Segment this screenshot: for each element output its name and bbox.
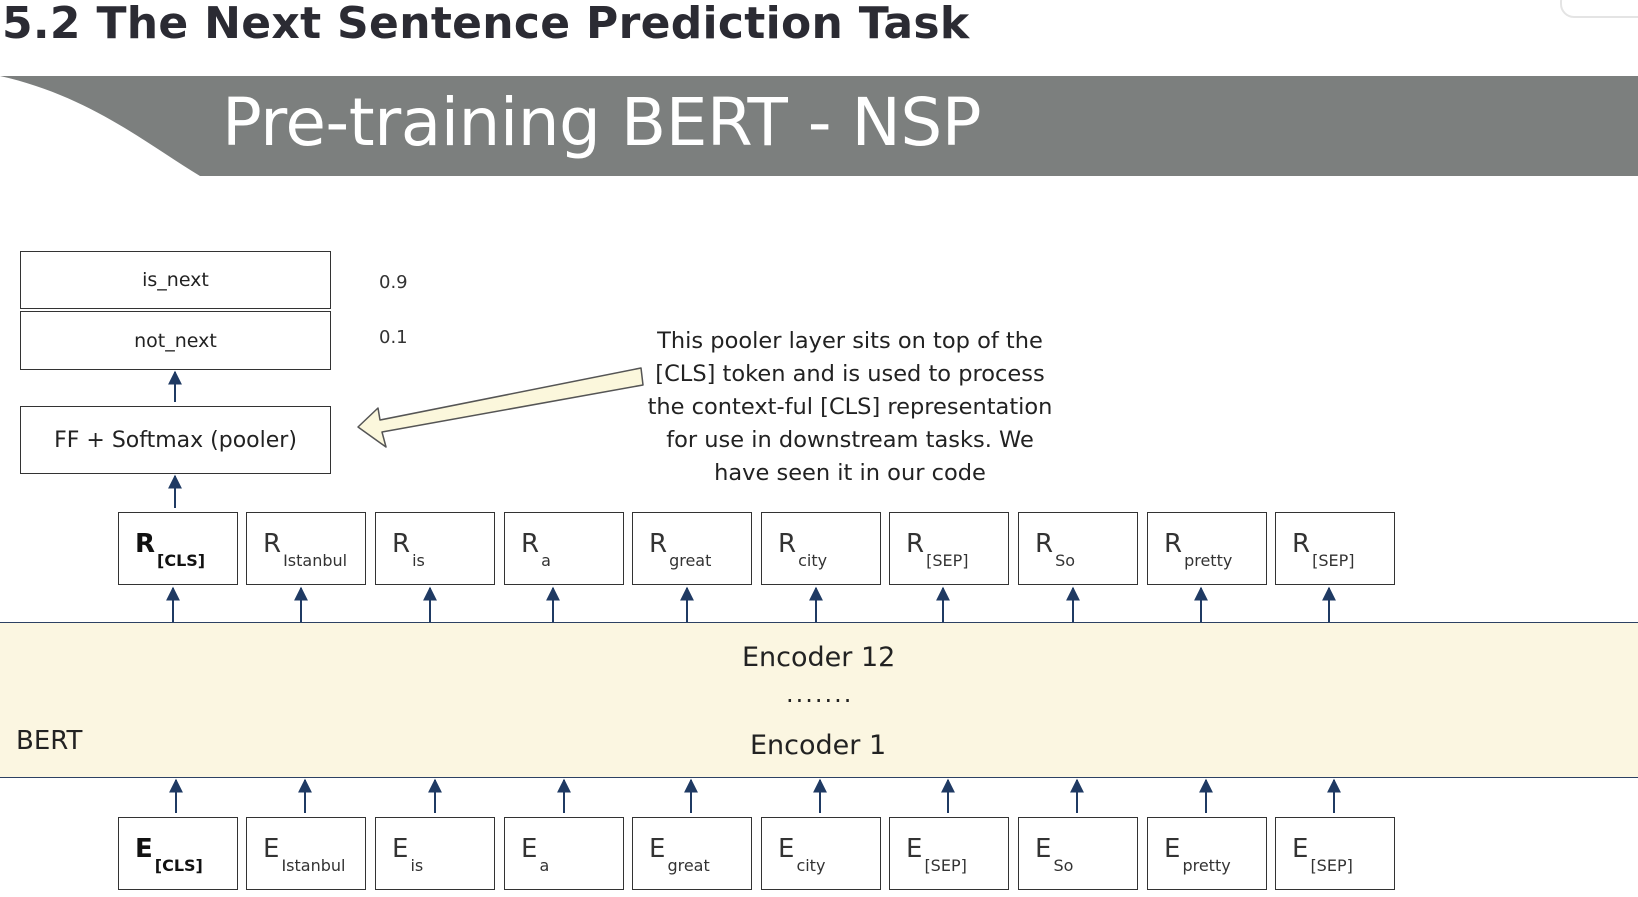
- rep-token-so: R So: [1018, 512, 1138, 585]
- output-label: not_next: [134, 329, 217, 352]
- pooler-callout: This pooler layer sits on top of the [CL…: [640, 325, 1060, 490]
- output-not-next: not_next: [20, 311, 331, 370]
- emb-token-sep-2: E [SEP]: [1275, 817, 1395, 890]
- bert-label: BERT: [16, 726, 83, 756]
- encoder-1-label: Encoder 1: [750, 730, 887, 761]
- emb-token-cls: E [CLS]: [118, 817, 238, 890]
- callout-line: have seen it in our code: [714, 460, 986, 486]
- callout-line: This pooler layer sits on top of the: [657, 328, 1043, 354]
- encoder-ellipsis: .......: [786, 680, 854, 708]
- pooler-layer: FF + Softmax (pooler): [20, 406, 331, 474]
- bert-encoder-stack: [0, 622, 1638, 778]
- callout-line: [CLS] token and is used to process: [655, 361, 1045, 387]
- pooler-label: FF + Softmax (pooler): [54, 427, 297, 453]
- rep-token-sep-1: R [SEP]: [889, 512, 1009, 585]
- output-label: is_next: [142, 269, 209, 291]
- rep-token-sep-2: R [SEP]: [1275, 512, 1395, 585]
- corner-tab[interactable]: [1560, 0, 1638, 18]
- callout-line: for use in downstream tasks. We: [666, 427, 1034, 453]
- prob-is-next: 0.9: [379, 272, 408, 293]
- section-title: 5.2 The Next Sentence Prediction Task: [2, 0, 970, 49]
- callout-line: the context-ful [CLS] representation: [647, 394, 1053, 420]
- arrows-encoder-to-representations: [166, 586, 1336, 622]
- emb-token-so: E So: [1018, 817, 1138, 890]
- rep-token-istanbul: R Istanbul: [246, 512, 366, 585]
- output-is-next: is_next: [20, 251, 331, 309]
- encoder-12-label: Encoder 12: [742, 642, 896, 673]
- emb-token-istanbul: E Istanbul: [246, 817, 366, 890]
- slide-title: Pre-training BERT - NSP: [222, 84, 982, 161]
- callout-arrow: [357, 367, 644, 448]
- slide-banner: [0, 76, 1638, 176]
- rep-token-cls: R [CLS]: [118, 512, 238, 585]
- arrows-embeddings-to-encoder: [169, 778, 1341, 813]
- prob-not-next: 0.1: [379, 327, 408, 348]
- emb-token-sep-1: E [SEP]: [889, 817, 1009, 890]
